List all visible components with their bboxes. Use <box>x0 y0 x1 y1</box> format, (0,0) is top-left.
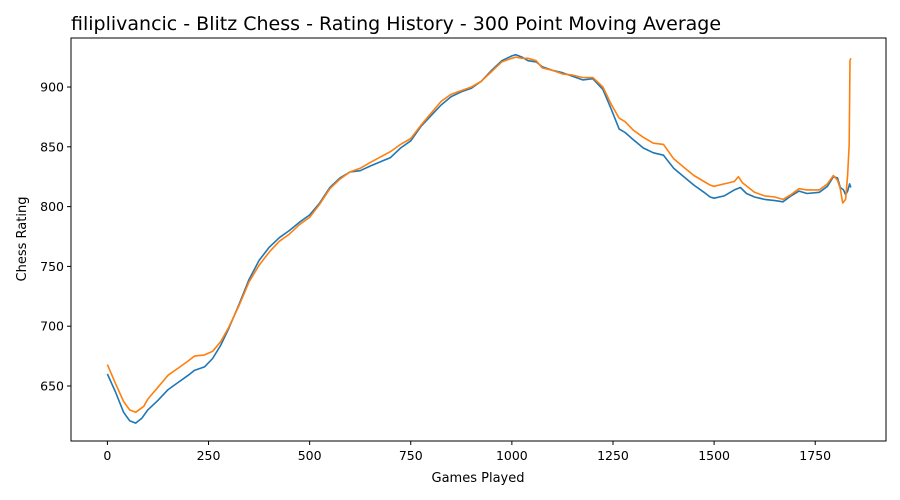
series-line-2 <box>106 56 852 414</box>
y-axis-label: Chess Rating <box>15 197 30 282</box>
y-tick-label: 650 <box>40 378 64 393</box>
x-tick-label: 1500 <box>698 448 730 463</box>
x-tick-label: 1250 <box>597 448 629 463</box>
series-layer <box>106 53 852 424</box>
plot-area-frame <box>70 37 887 442</box>
y-tick-label: 750 <box>40 259 64 274</box>
y-tick-label: 850 <box>40 139 64 154</box>
y-axis: 650 700 750 800 850 900 <box>40 80 71 393</box>
x-tick-label: 1750 <box>799 448 831 463</box>
y-tick-label: 800 <box>40 199 64 214</box>
x-tick-label: 1000 <box>496 448 528 463</box>
x-axis-label: Games Played <box>432 471 525 486</box>
chart-title: filiplivancic - Blitz Chess - Rating His… <box>71 13 721 35</box>
x-tick-label: 250 <box>197 448 221 463</box>
y-tick-label: 700 <box>40 319 64 334</box>
y-tick-label: 900 <box>40 80 64 95</box>
x-tick-label: 500 <box>298 448 322 463</box>
series-line-1 <box>106 53 852 424</box>
x-tick-label: 0 <box>103 448 111 463</box>
x-axis: 0 250 500 750 1000 1250 1500 1750 <box>103 441 831 463</box>
x-tick-label: 750 <box>399 448 423 463</box>
